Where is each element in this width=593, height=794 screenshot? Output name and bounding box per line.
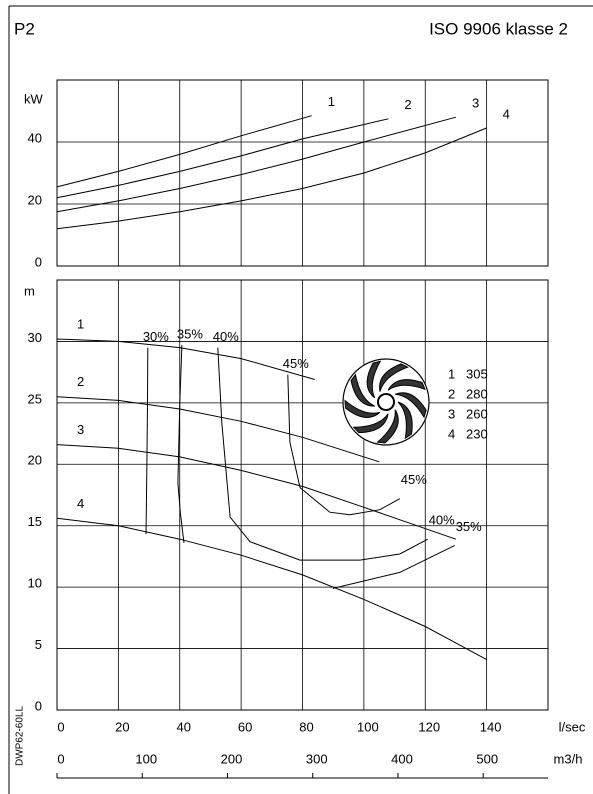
x-tick-label: 100 [357,719,379,734]
efficiency-label: 40% [429,513,455,528]
impeller-diameter: 260 [466,406,488,421]
y-axis-label: m [24,283,35,298]
x2-tick-label: 0 [57,751,64,766]
x2-tick-label: 200 [221,751,243,766]
x2-tick-label: 400 [391,751,413,766]
head-curve [56,115,312,188]
page-title: P2 [14,19,35,38]
impeller-blade [366,360,382,399]
impeller-curve: 3 [448,406,455,421]
efficiency-label: 45% [401,472,427,487]
y-tick-label: 40 [28,130,42,145]
y-tick-label: 0 [35,698,42,713]
x-tick-label: 80 [299,719,313,734]
y-tick-label: 10 [28,576,42,591]
impeller-blade [352,413,389,434]
efficiency-label: 35% [177,327,203,342]
x2-tick-label: 300 [306,751,328,766]
head-curve [56,118,389,199]
impeller-hub [377,393,395,411]
curve-label: 4 [77,496,84,511]
efficiency-curve [287,374,401,516]
curve-label: 3 [472,96,479,111]
efficiency-label: 35% [456,519,482,534]
y-tick-label: 25 [28,391,42,406]
x2-tick-label: 100 [135,751,157,766]
y-tick-label: 20 [28,192,42,207]
impeller-curve: 4 [448,426,455,441]
impeller-curve: 2 [448,386,455,401]
curve-label: 4 [503,106,510,121]
efficiency-label: 30% [143,329,169,344]
head-curve [56,444,457,540]
head-curve [56,396,380,463]
drawing-id: DWP62-60LL [15,706,26,766]
efficiency-curve [145,347,149,535]
head-curve [56,127,487,230]
head-curve [56,517,487,661]
y-axis-label: kW [24,91,44,106]
x-axis-label: l/sec [559,719,586,734]
impeller-blade [376,409,399,444]
x-tick-label: 140 [480,719,502,734]
standard: ISO 9906 klasse 2 [429,19,568,38]
curve-label: 2 [77,374,84,389]
head-curve [56,338,315,380]
efficiency-curve [177,345,455,589]
impeller-blade [379,363,409,392]
impeller-diameter: 305 [466,366,488,381]
curve-label: 1 [77,316,84,331]
efficiency-label: 45% [283,356,309,371]
curve-label: 3 [77,422,84,437]
x-tick-label: 120 [418,719,440,734]
x2-tick-label: 500 [476,751,498,766]
efficiency-curve [217,347,428,561]
x-tick-label: 40 [177,719,191,734]
y-tick-label: 0 [35,254,42,269]
impeller-blade [344,399,381,418]
curve-label: 1 [328,94,335,109]
x-tick-label: 20 [115,719,129,734]
x-tick-label: 60 [238,719,252,734]
head-curve [56,116,457,213]
x-tick-label: 0 [57,719,64,734]
curve-label: 2 [404,97,411,112]
impeller-blade [395,392,427,419]
impeller-curve: 1 [448,366,455,381]
impeller-blade [387,379,426,391]
impeller-blade [350,373,375,407]
y-tick-label: 15 [28,514,42,529]
y-tick-label: 5 [35,637,42,652]
x2-axis-label: m3/h [554,751,583,766]
y-tick-label: 30 [28,330,42,345]
impeller-blade [397,401,413,440]
efficiency-label: 40% [213,329,239,344]
impeller-diameter: 230 [466,426,488,441]
impeller-diameter: 280 [466,386,488,401]
y-tick-label: 20 [28,453,42,468]
